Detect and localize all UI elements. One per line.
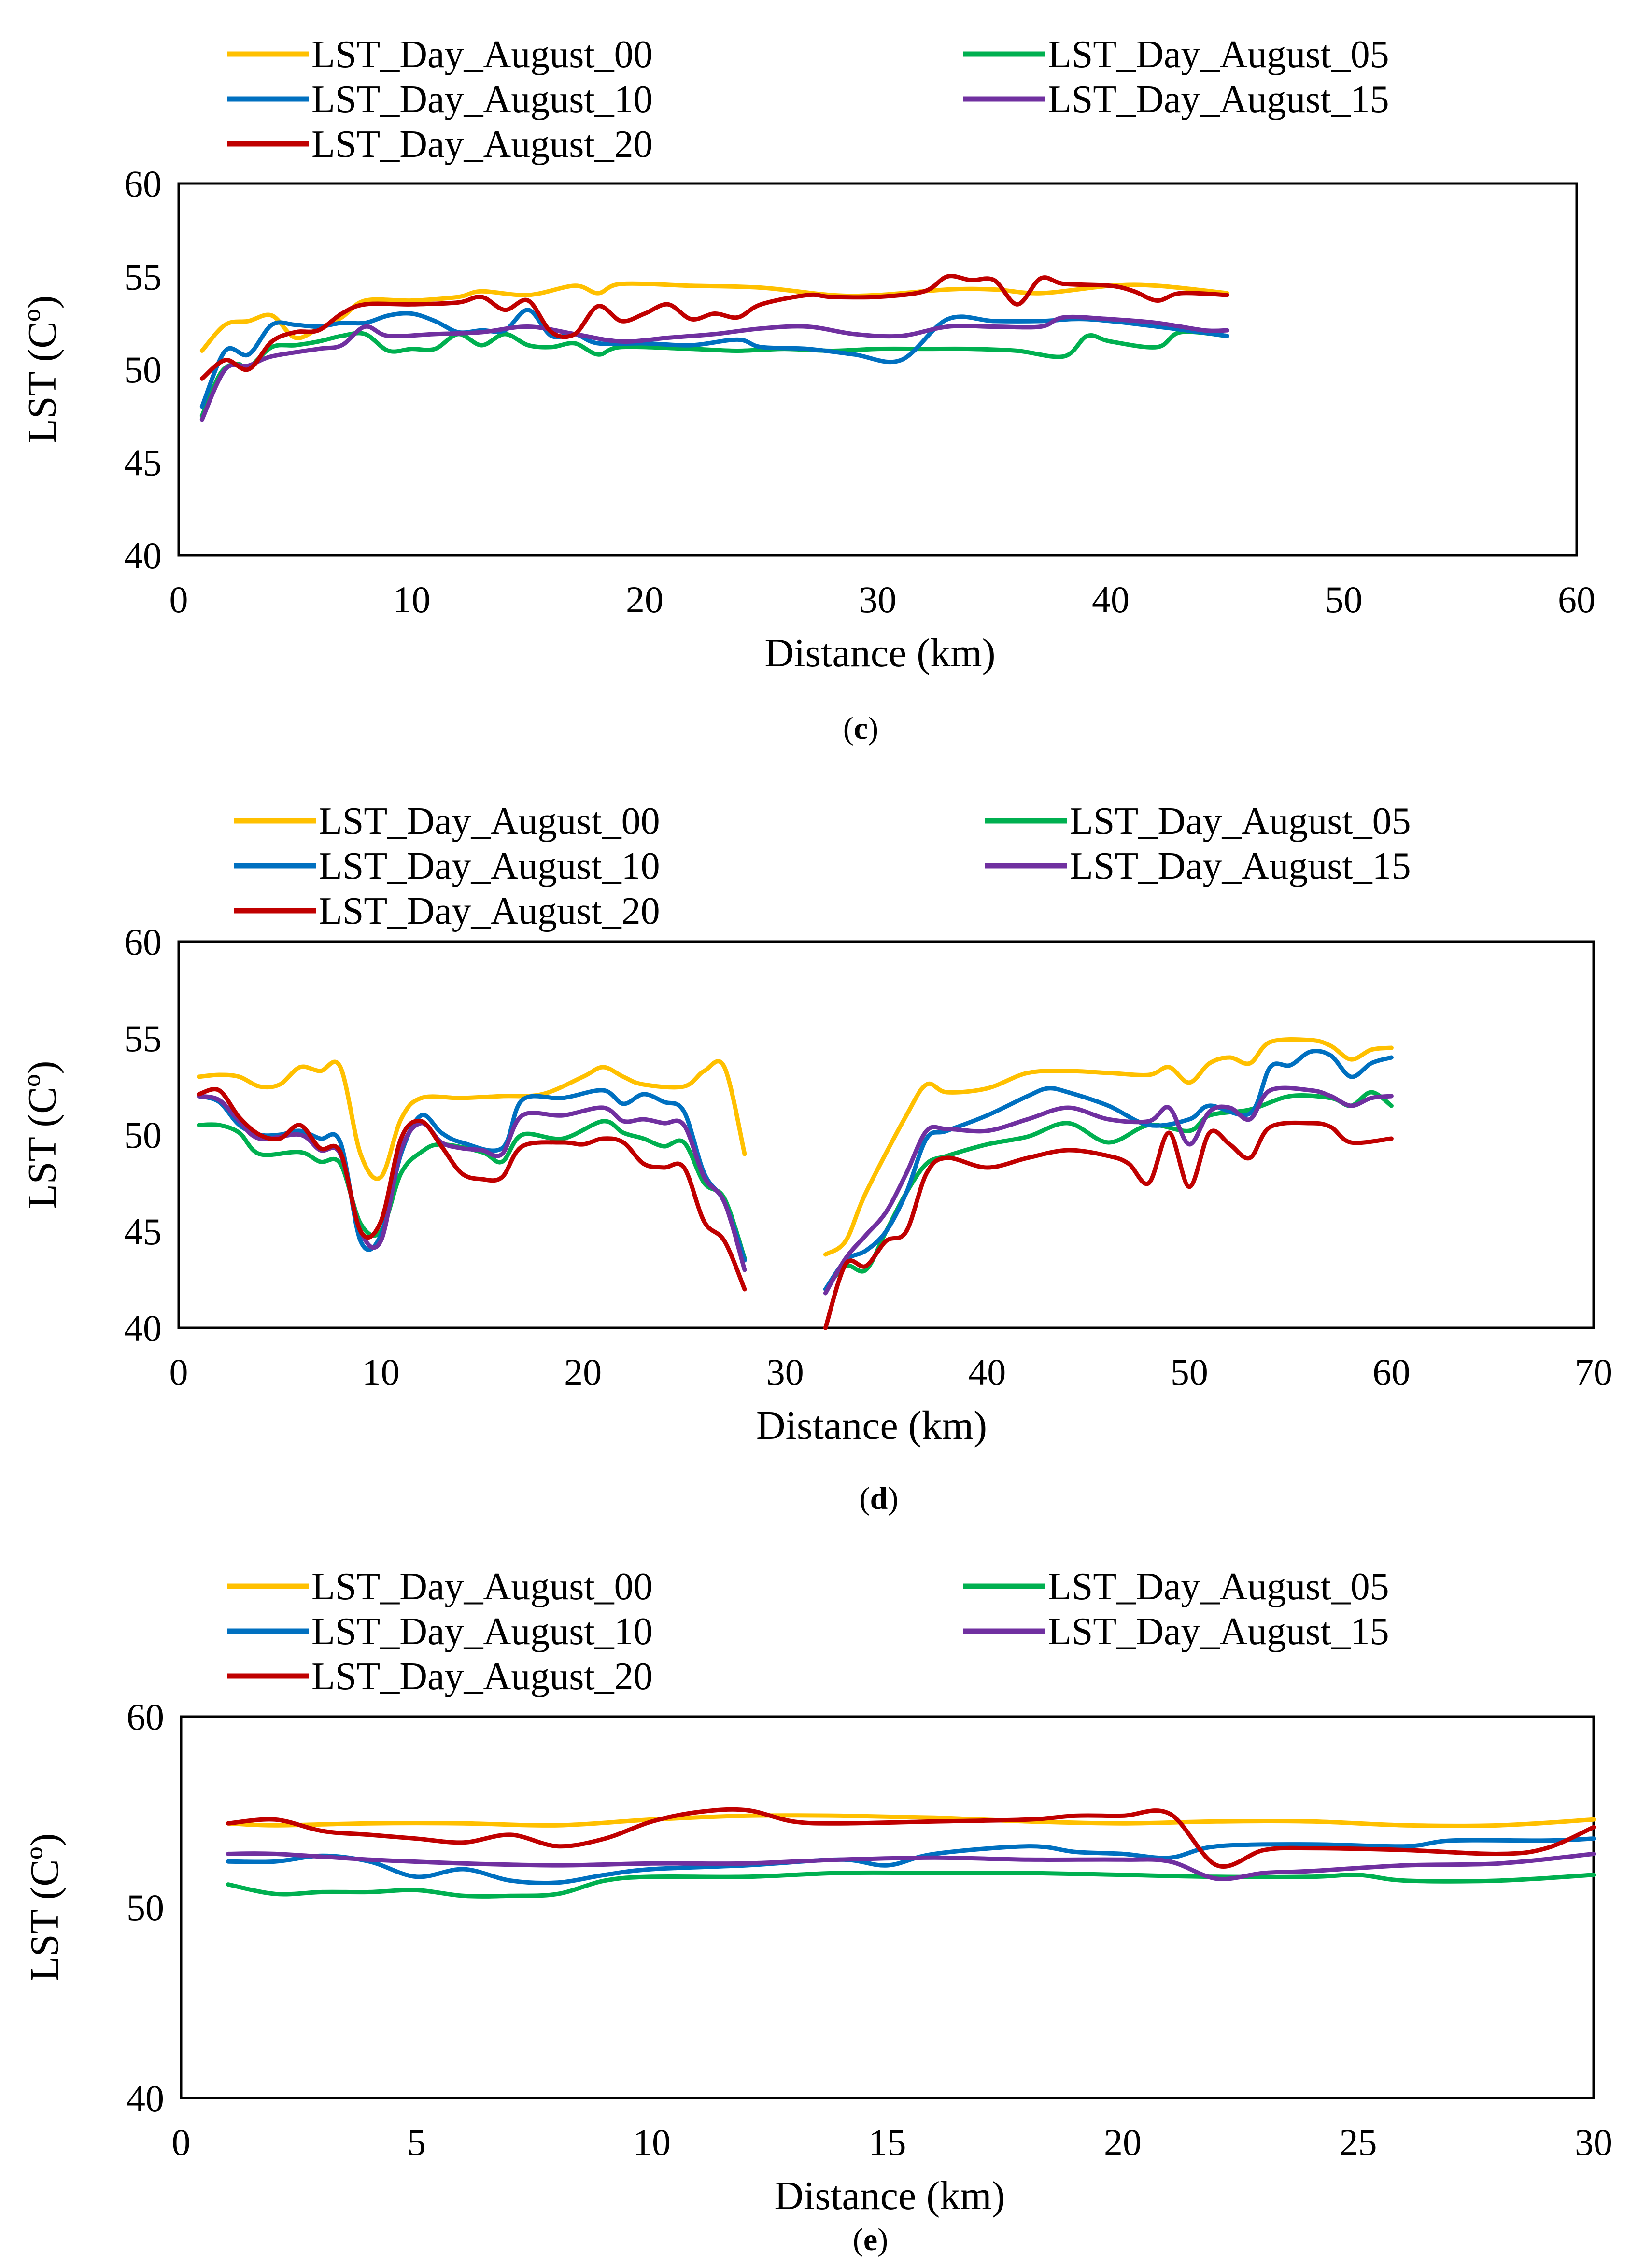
y-tick-label: 40 [124,535,162,577]
panel-caption: (e) [853,2222,888,2257]
y-tick-label: 40 [124,1307,162,1349]
series-line-lst-day-august-20-part-2 [823,1120,1394,1330]
x-tick-label: 60 [1372,1351,1410,1393]
panel-caption: (d) [860,1481,899,1516]
y-tick-label: 55 [124,1017,162,1059]
x-tick-label: 30 [766,1351,804,1393]
series-line-lst-day-august-10 [199,308,1229,409]
y-tick-label: 55 [124,256,162,298]
x-tick-label: 10 [393,578,431,620]
y-axis-title: LST (Cº) [20,1061,65,1209]
series-line-lst-day-august-05 [226,1870,1596,1899]
legend-label-lst-day-august-20: LST_Day_August_20 [311,123,653,166]
x-tick-label: 20 [1104,2121,1142,2163]
x-tick-label: 60 [1558,578,1596,620]
x-tick-label: 50 [1171,1351,1208,1393]
chart-panel-c: LST_Day_August_00 LST_Day_August_05LST_Da… [20,33,1596,746]
x-tick-label: 25 [1340,2121,1377,2163]
x-tick-label: 50 [1325,578,1363,620]
legend-label-lst-day-august-15: LST_Day_August_15 [1048,1610,1389,1653]
y-tick-label: 40 [127,2077,164,2119]
series-line-lst-day-august-15-part-2 [823,1085,1394,1296]
x-tick-label: 30 [1575,2121,1612,2163]
series-line-lst-day-august-10-part-1 [197,1088,747,1263]
y-tick-label: 45 [124,1211,162,1253]
y-axis-title: LST (Cº) [22,1833,67,1982]
y-tick-label: 60 [124,921,162,963]
plot-area [177,182,1578,557]
x-tick-label: 30 [859,578,897,620]
legend-label-lst-day-august-20: LST_Day_August_20 [311,1655,653,1698]
y-tick-label: 60 [127,1696,164,1738]
plot-area [180,1715,1595,2099]
legend: LST_Day_August_00 LST_Day_August_05LST_Da… [227,1565,1389,1698]
legend: LST_Day_August_00 LST_Day_August_05LST_Da… [227,33,1389,166]
series-line-lst-day-august-10-part-2 [823,1049,1394,1292]
x-tick-label: 10 [362,1351,400,1393]
legend-label-lst-day-august-00: LST_Day_August_00 [311,1565,653,1608]
series-line-lst-day-august-15 [226,1851,1596,1881]
x-tick-label: 20 [564,1351,602,1393]
series-line-lst-day-august-15-part-1 [197,1094,747,1272]
x-axis-title: Distance (km) [756,1403,987,1448]
series-line-lst-day-august-00-part-2 [823,1037,1394,1257]
y-tick-label: 50 [124,1114,162,1156]
x-tick-label: 20 [626,578,664,620]
plot-area [177,940,1595,1329]
legend-label-lst-day-august-10: LST_Day_August_10 [311,1610,653,1653]
series-line-lst-day-august-10 [226,1836,1596,1886]
chart-panel-e: LST_Day_August_00 LST_Day_August_05LST_Da… [22,1565,1612,2257]
legend-label-lst-day-august-15: LST_Day_August_15 [1048,78,1389,121]
series-line-lst-day-august-20 [226,1807,1596,1869]
legend: LST_Day_August_00 LST_Day_August_05LST_Da… [234,800,1411,932]
legend-label-lst-day-august-10: LST_Day_August_10 [311,78,653,121]
y-tick-label: 60 [124,163,162,205]
x-tick-label: 5 [407,2121,426,2163]
series-line-lst-day-august-20 [199,274,1229,381]
legend-label-lst-day-august-05: LST_Day_August_05 [1048,33,1389,76]
x-tick-label: 40 [1092,578,1130,620]
series-line-lst-day-august-00 [226,1813,1596,1828]
y-axis-title: LST (Cº) [20,296,65,444]
panel-caption: (c) [843,711,878,746]
x-tick-label: 40 [968,1351,1006,1393]
series-line-lst-day-august-20-part-1 [197,1087,747,1292]
legend-label-lst-day-august-20: LST_Day_August_20 [319,890,660,932]
y-tick-label: 45 [124,442,162,484]
series-line-lst-day-august-15 [199,314,1229,422]
legend-label-lst-day-august-10: LST_Day_August_10 [319,845,660,887]
chart-panel-d: LST_Day_August_00 LST_Day_August_05LST_Da… [20,800,1612,1516]
series-line-lst-day-august-05-part-1 [197,1119,747,1261]
y-tick-label: 50 [127,1887,164,1929]
x-tick-label: 0 [169,1351,188,1393]
y-tick-label: 50 [124,349,162,391]
x-tick-label: 0 [169,578,188,620]
x-tick-label: 10 [633,2121,671,2163]
legend-label-lst-day-august-05: LST_Day_August_05 [1048,1565,1389,1608]
legend-label-lst-day-august-00: LST_Day_August_00 [311,33,653,76]
series-line-lst-day-august-05 [199,329,1229,418]
legend-label-lst-day-august-15: LST_Day_August_15 [1070,845,1411,887]
legend-label-lst-day-august-05: LST_Day_August_05 [1070,800,1411,843]
series-line-lst-day-august-00-part-1 [197,1059,747,1181]
x-tick-label: 15 [869,2121,906,2163]
x-axis-title: Distance (km) [774,2173,1005,2218]
x-axis-title: Distance (km) [764,631,995,676]
legend-label-lst-day-august-00: LST_Day_August_00 [319,800,660,843]
x-tick-label: 0 [172,2121,191,2163]
x-tick-label: 70 [1575,1351,1612,1393]
